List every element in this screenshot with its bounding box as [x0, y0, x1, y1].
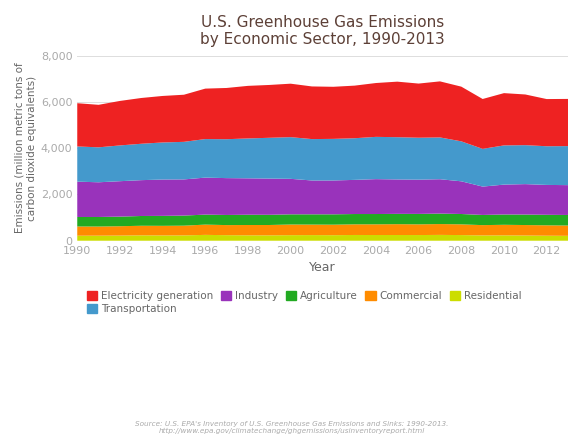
Legend: Electricity generation, Transportation, Industry, Agriculture, Commercial, Resid: Electricity generation, Transportation, … [82, 286, 526, 318]
Y-axis label: Emissions (million metric tons of
carbon dioxide equivalents): Emissions (million metric tons of carbon… [15, 63, 37, 234]
X-axis label: Year: Year [310, 261, 336, 274]
Text: Source: U.S. EPA's Inventory of U.S. Greenhouse Gas Emissions and Sinks: 1990-20: Source: U.S. EPA's Inventory of U.S. Gre… [135, 421, 448, 434]
Title: U.S. Greenhouse Gas Emissions
by Economic Sector, 1990-2013: U.S. Greenhouse Gas Emissions by Economi… [200, 15, 445, 48]
